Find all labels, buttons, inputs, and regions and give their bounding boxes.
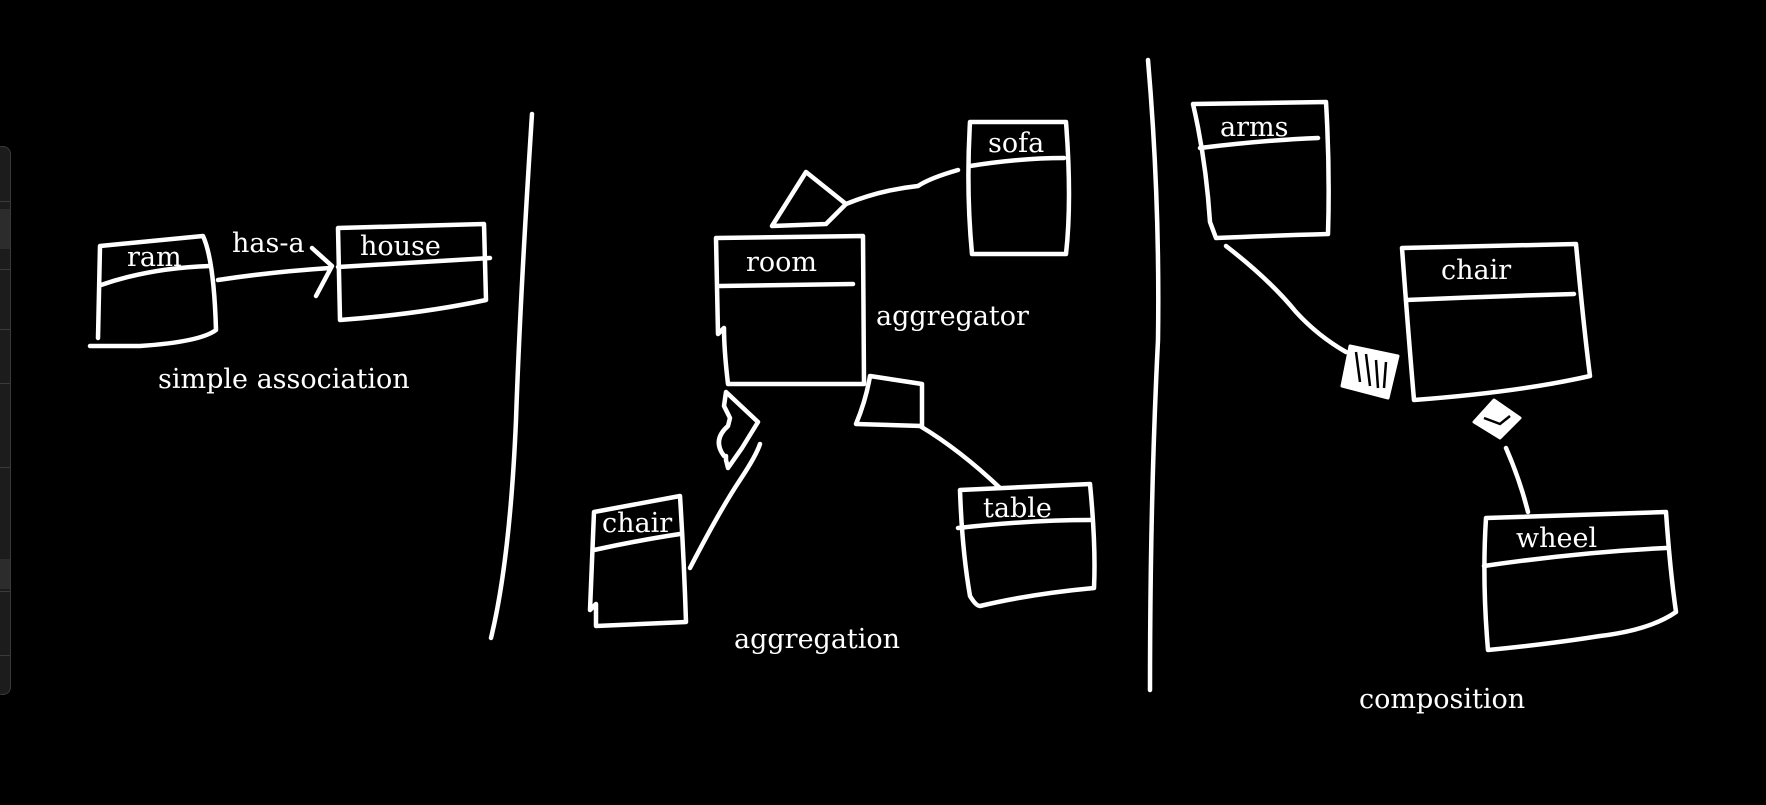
arms-label: arms [1220, 112, 1288, 143]
arms-box-divider [1197, 135, 1321, 151]
simple-association-caption: simple association [158, 364, 410, 395]
class-box-chair-composite[interactable]: chair [1399, 241, 1593, 403]
arms-composition-line [1223, 243, 1349, 355]
class-box-table[interactable]: table [955, 481, 1097, 609]
diamond-hatch [1354, 351, 1388, 389]
house-box-divider [335, 255, 493, 270]
aggregation-section: room aggregator sofa chair table [587, 119, 1097, 655]
composition-caption: composition [1359, 684, 1525, 715]
ram-label: ram [127, 242, 182, 273]
house-label: house [360, 231, 441, 262]
class-box-wheel[interactable]: wheel [1481, 509, 1679, 653]
room-label: room [746, 247, 817, 278]
wheel-box-outline [1482, 509, 1679, 653]
house-box-outline [335, 221, 489, 323]
toolbar-divider [0, 329, 10, 330]
sofa-box-divider [967, 155, 1067, 169]
toolbar-divider [0, 591, 10, 592]
toolbar-divider [0, 383, 10, 384]
has-a-label: has-a [232, 228, 305, 259]
table-box-outline [957, 481, 1097, 609]
composition-section: arms chair wheel composition [1190, 99, 1679, 715]
association-arrow [215, 245, 335, 299]
section-divider-left [488, 111, 535, 641]
sofa-aggregation-diamond [769, 169, 849, 229]
simple-association-section: ram has-a house simple association [87, 221, 493, 395]
wheel-composition-line [1503, 445, 1531, 515]
class-box-chair[interactable]: chair [587, 493, 689, 629]
arms-box-outline [1190, 99, 1331, 241]
open-arrowhead [309, 245, 335, 299]
table-box-divider [955, 517, 1093, 531]
toolbar-divider [0, 269, 10, 270]
toolbar-button[interactable] [0, 559, 10, 589]
diamond-hatch [1483, 415, 1511, 426]
side-toolbar[interactable] [0, 146, 11, 695]
aggregator-label: aggregator [876, 301, 1029, 332]
ram-box-outline [87, 233, 219, 349]
section-divider-right [1145, 57, 1161, 693]
chair-label-aggregation: chair [602, 508, 672, 539]
wheel-label: wheel [1516, 523, 1597, 554]
room-box-divider [717, 281, 856, 289]
toolbar-divider [0, 655, 10, 656]
table-aggregation-diamond [853, 373, 925, 429]
sofa-aggregation-line [843, 167, 961, 207]
arms-composition-diamond [1340, 344, 1400, 400]
class-box-arms[interactable]: arms [1190, 99, 1331, 241]
chair-comp-box-outline [1399, 241, 1593, 403]
class-box-house[interactable]: house [335, 221, 493, 323]
toolbar-button[interactable] [0, 209, 10, 249]
chair-label-composition: chair [1441, 255, 1511, 286]
toolbar-divider [0, 467, 10, 468]
room-box-outline [713, 233, 867, 387]
association-line [215, 265, 333, 283]
class-box-sofa[interactable]: sofa [966, 119, 1072, 257]
sofa-label: sofa [988, 128, 1044, 159]
ram-box-divider [98, 263, 213, 288]
table-aggregation-line [917, 423, 1003, 491]
chair-comp-box-divider [1403, 291, 1577, 303]
wheel-composition-diamond [1472, 398, 1522, 440]
chair-aggregation-diamond [716, 389, 761, 471]
aggregation-caption: aggregation [734, 624, 900, 655]
wheel-box-divider [1481, 545, 1669, 569]
toolbar-divider [0, 201, 10, 202]
chair-agg-box-divider [591, 531, 683, 553]
chair-aggregation-line [687, 441, 763, 571]
class-box-room[interactable]: room [713, 233, 867, 387]
table-label: table [983, 493, 1052, 524]
class-box-ram[interactable]: ram [87, 233, 219, 349]
